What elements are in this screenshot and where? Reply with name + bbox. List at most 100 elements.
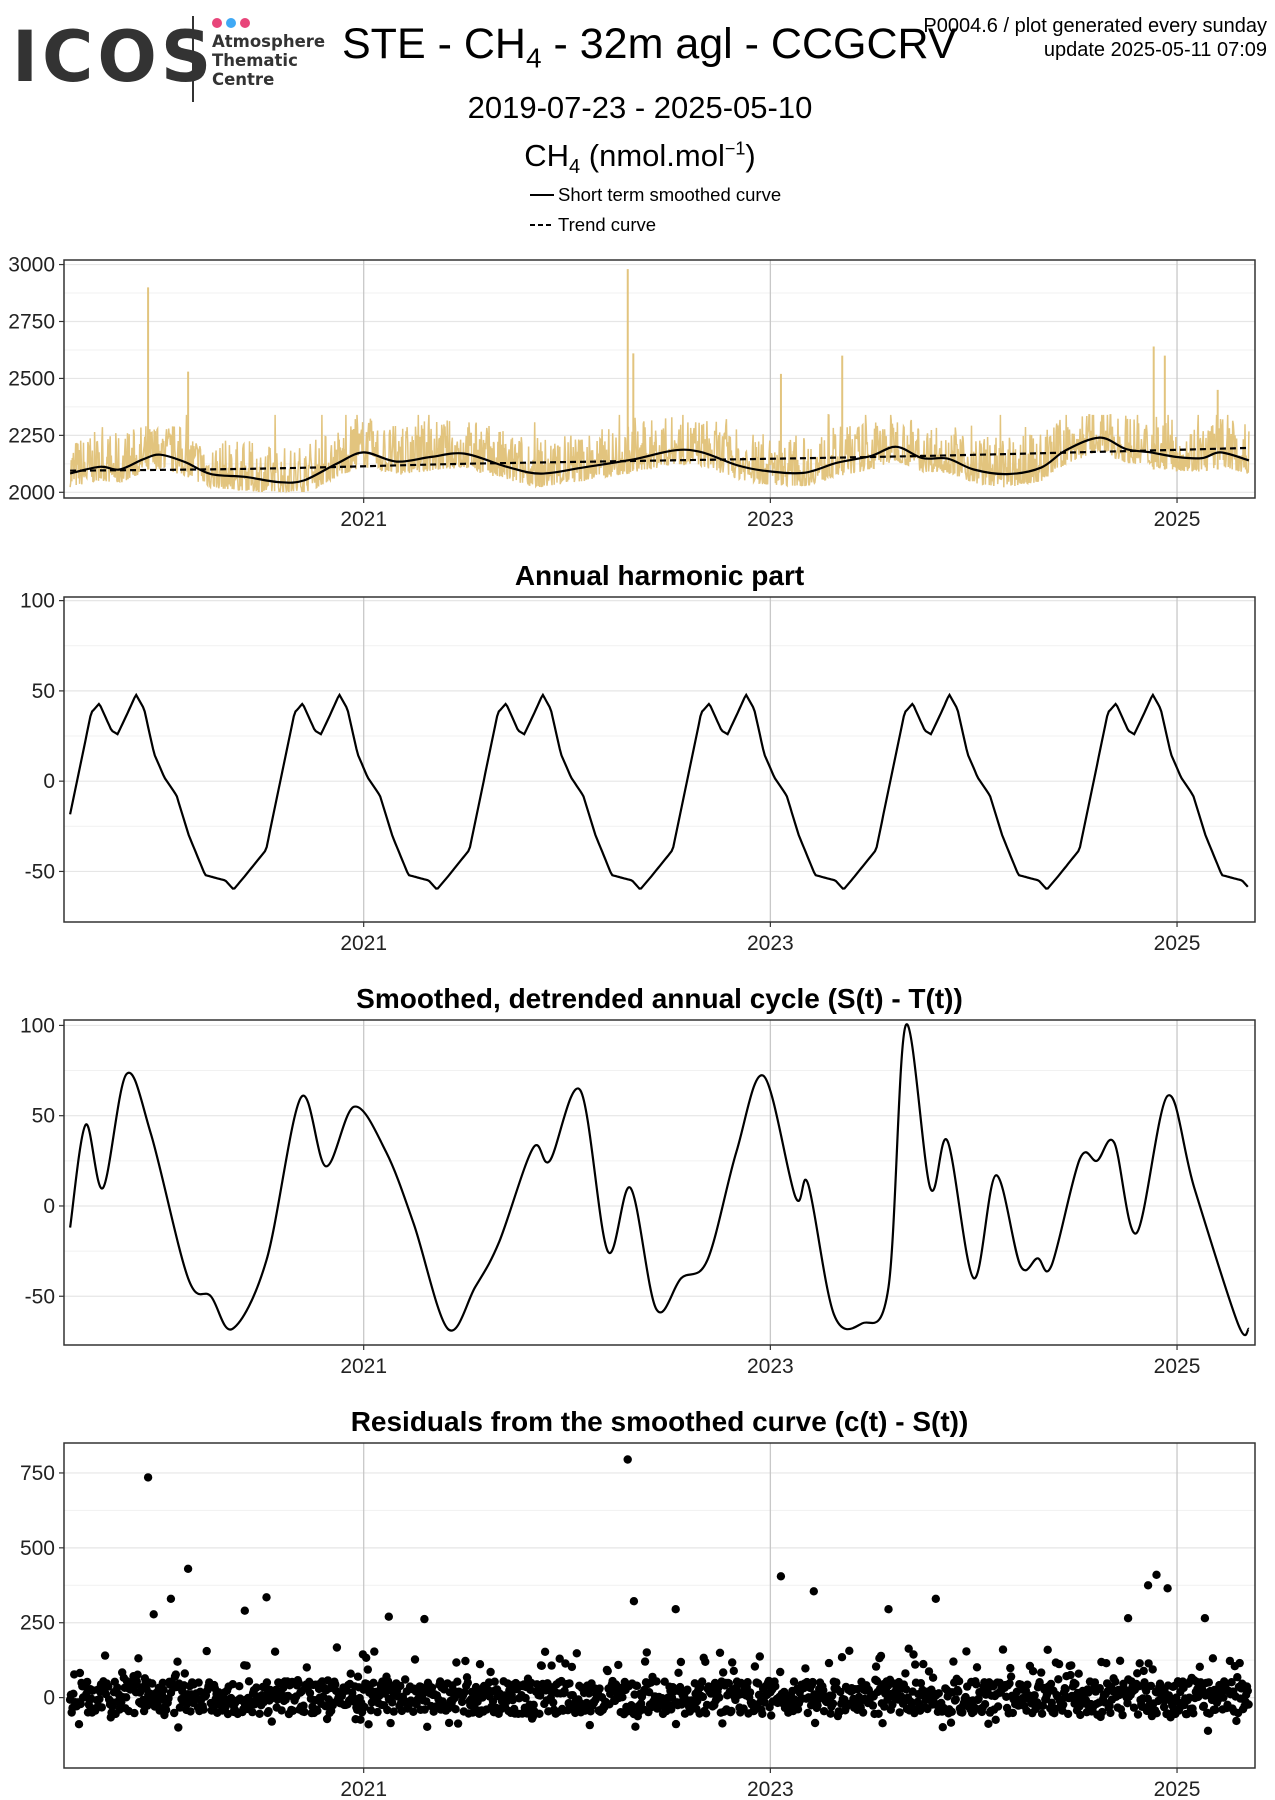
residual-outlier	[671, 1605, 680, 1614]
residual-point	[453, 1677, 462, 1686]
residual-point	[294, 1678, 303, 1688]
residual-point	[535, 1709, 544, 1719]
residual-outlier	[931, 1594, 940, 1604]
x-tick-label: 2021	[340, 932, 387, 955]
residual-point	[331, 1680, 340, 1689]
y-tick-label: -50	[25, 860, 55, 883]
residual-point	[828, 1699, 838, 1708]
residual-point	[113, 1683, 122, 1692]
residual-point	[697, 1677, 707, 1686]
residual-outlier	[149, 1610, 158, 1619]
y-tick-label: 0	[43, 1687, 55, 1710]
residual-point	[872, 1676, 882, 1686]
residual-point	[958, 1708, 967, 1717]
residual-point	[180, 1669, 189, 1678]
residual-point	[1219, 1693, 1228, 1702]
residual-point	[508, 1696, 517, 1705]
residual-point	[490, 1677, 499, 1686]
residual-point	[758, 1709, 767, 1719]
residual-point	[750, 1662, 760, 1671]
residual-point	[158, 1678, 167, 1688]
residual-point	[252, 1683, 261, 1692]
residual-point	[100, 1651, 110, 1660]
residual-outlier	[166, 1594, 176, 1604]
residual-point	[1046, 1679, 1056, 1689]
residual-point	[901, 1669, 910, 1678]
residual-point	[715, 1693, 724, 1702]
residual-point	[302, 1663, 311, 1672]
residual-point	[549, 1698, 558, 1707]
residual-point	[537, 1661, 546, 1671]
residual-point	[420, 1705, 429, 1714]
residual-point	[161, 1705, 171, 1715]
residual-point	[924, 1667, 934, 1676]
panel-border	[63, 259, 1256, 499]
residual-point	[1023, 1680, 1032, 1689]
residual-point	[171, 1670, 180, 1679]
smoothed-curve	[69, 436, 1250, 484]
residual-point	[837, 1653, 847, 1662]
residual-point	[457, 1697, 467, 1707]
residual-point	[1211, 1705, 1220, 1715]
residual-point	[174, 1723, 183, 1732]
residual-point	[1146, 1681, 1156, 1691]
residual-point	[1037, 1668, 1046, 1677]
residual-point	[640, 1657, 650, 1666]
harmonic-curve	[69, 692, 1249, 890]
residual-point	[1244, 1700, 1253, 1709]
residual-point	[262, 1678, 272, 1687]
residual-point	[572, 1649, 581, 1658]
residual-point	[928, 1673, 938, 1682]
residual-point	[1189, 1709, 1198, 1718]
residual-point	[521, 1693, 530, 1703]
residual-point	[288, 1706, 298, 1716]
residual-point	[1204, 1678, 1214, 1687]
residual-point	[755, 1652, 764, 1661]
residual-point	[328, 1701, 337, 1710]
residual-outlier	[1200, 1614, 1210, 1623]
residual-point	[991, 1715, 1000, 1725]
residual-point	[902, 1685, 911, 1694]
residual-point	[724, 1679, 734, 1688]
y-tick-label: -50	[25, 1285, 55, 1308]
residual-point	[122, 1693, 131, 1702]
page-title: STE - CH4 - 32m agl - CCGCRV	[342, 20, 957, 74]
residual-point	[876, 1651, 886, 1661]
residual-point	[248, 1707, 257, 1717]
residual-point	[1030, 1691, 1039, 1700]
logo-dot-2	[226, 18, 236, 28]
x-tick-label: 2025	[1154, 1778, 1201, 1800]
residual-outlier	[623, 1455, 632, 1464]
residual-point	[300, 1707, 309, 1717]
residual-point	[475, 1660, 485, 1669]
residual-point	[133, 1670, 142, 1679]
residual-point	[1133, 1669, 1142, 1678]
residual-point	[1199, 1701, 1209, 1711]
residual-outlier	[809, 1587, 818, 1596]
residual-point	[676, 1657, 686, 1667]
residual-outlier	[262, 1593, 271, 1602]
residual-point	[565, 1679, 574, 1688]
residual-point	[1159, 1702, 1169, 1712]
residual-point	[279, 1683, 288, 1693]
residual-point	[1139, 1666, 1148, 1676]
residual-point	[938, 1723, 947, 1732]
residual-point	[427, 1683, 437, 1692]
plot-area	[69, 1023, 1250, 1337]
residual-point	[934, 1689, 943, 1698]
residual-point	[919, 1659, 928, 1669]
residual-point	[132, 1677, 141, 1686]
residual-point	[346, 1669, 355, 1678]
residual-point	[409, 1707, 418, 1717]
residual-point	[396, 1681, 405, 1691]
x-tick-label: 2023	[747, 1778, 794, 1800]
logo-dots-icon	[212, 15, 254, 33]
panel-1: 2000 2250 2500 2750 3000 2021 2023 2025	[8, 254, 1256, 531]
residual-point	[614, 1660, 623, 1670]
residual-point	[1227, 1678, 1236, 1687]
residual-point	[880, 1702, 889, 1711]
residual-point	[949, 1657, 958, 1666]
residual-point	[453, 1719, 463, 1728]
residual-point	[631, 1722, 640, 1731]
